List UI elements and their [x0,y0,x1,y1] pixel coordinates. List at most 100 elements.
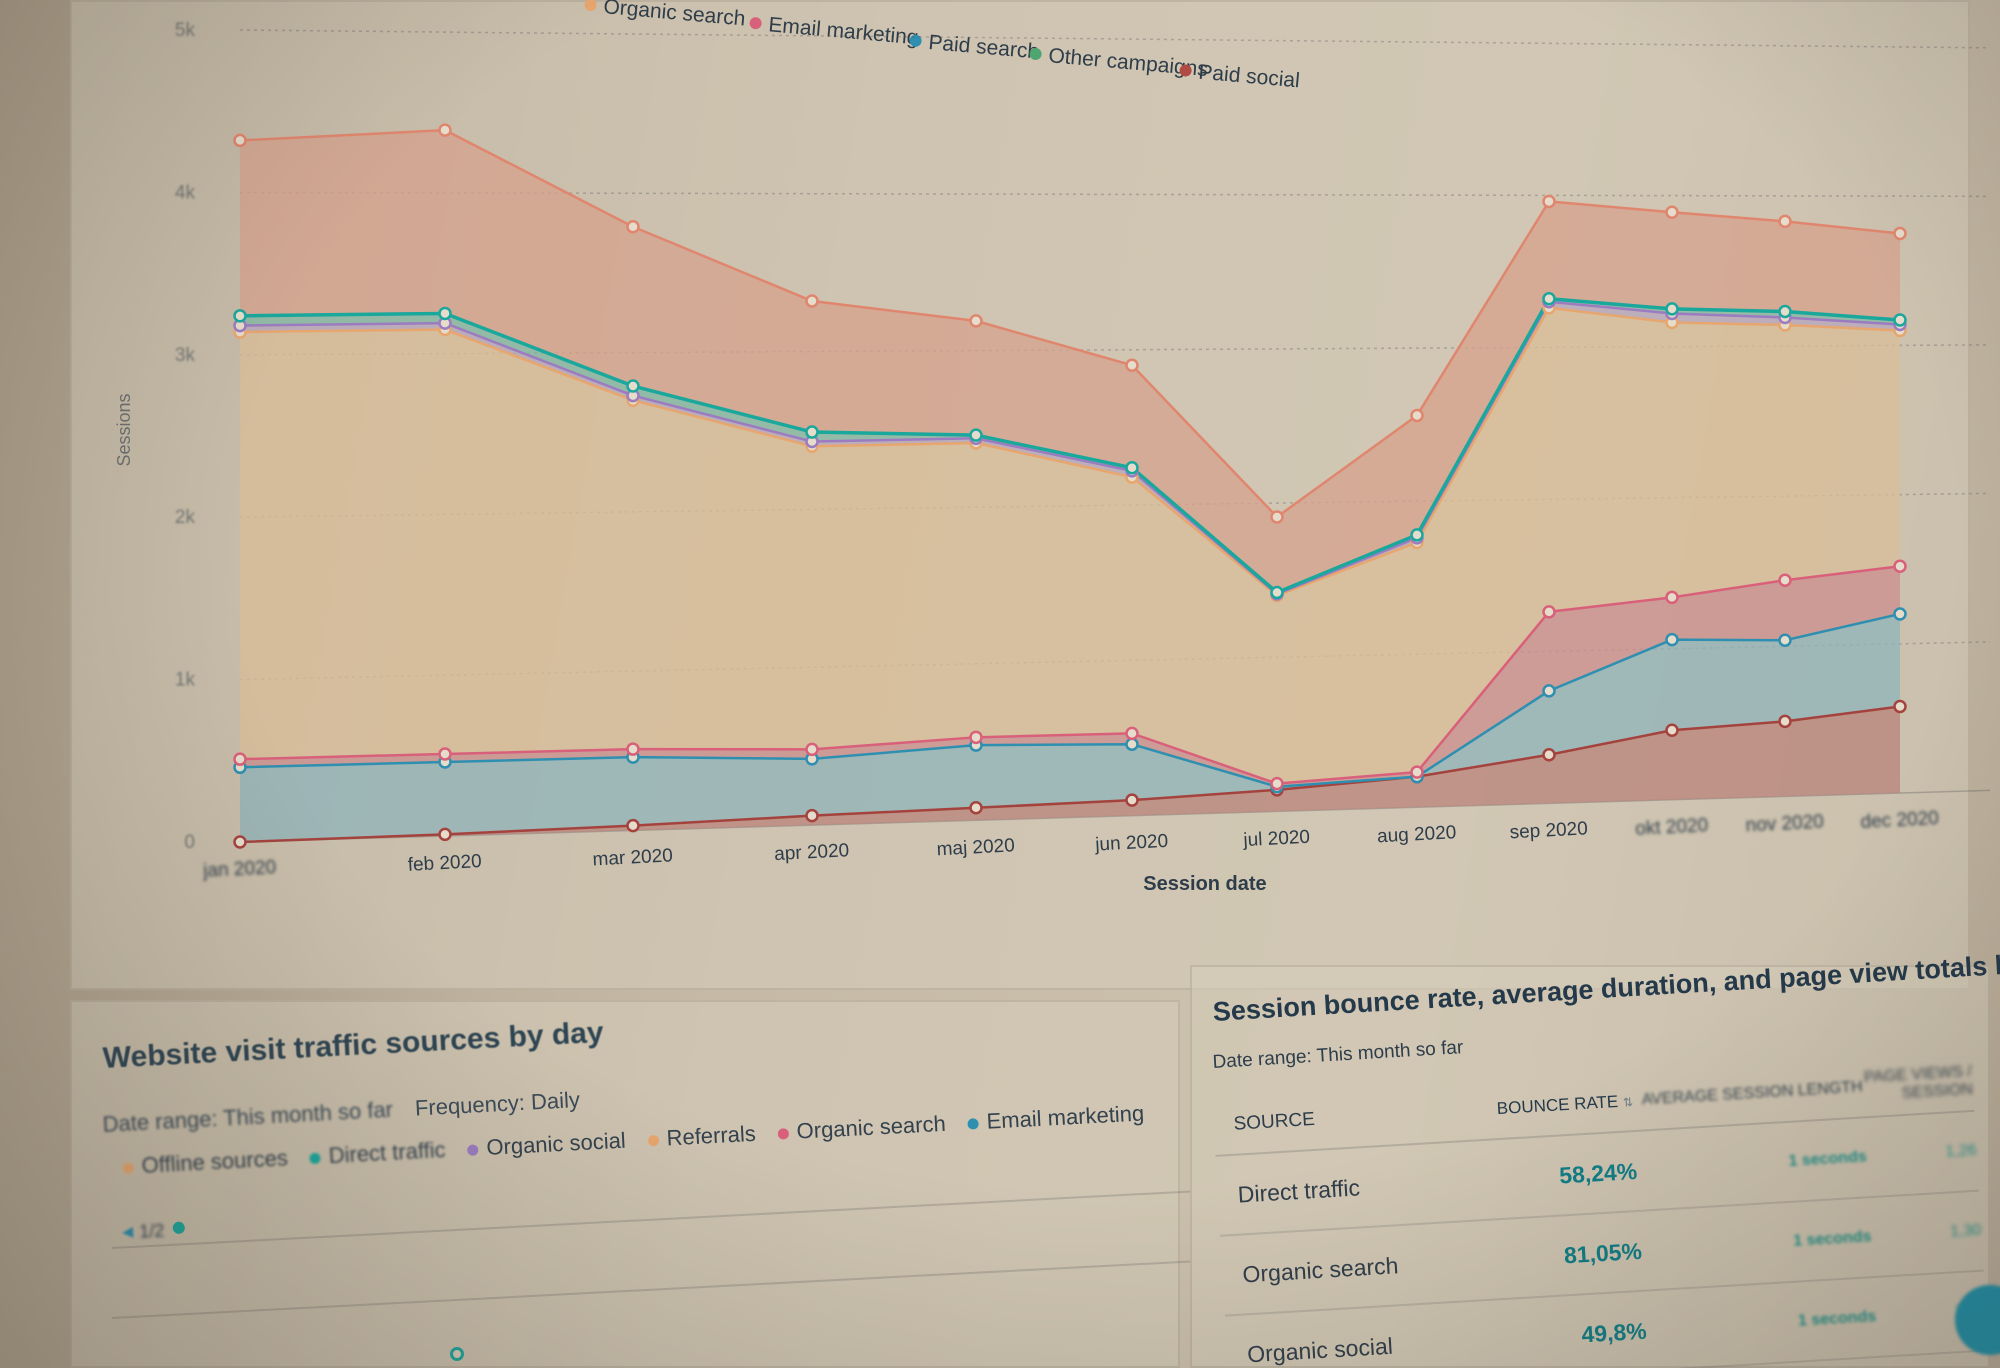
data-point[interactable] [626,219,640,234]
column-header-source[interactable]: SOURCE [1233,1108,1316,1135]
y-axis-title: Sessions [114,393,134,466]
data-point[interactable] [1893,226,1907,241]
data-point[interactable] [1893,559,1907,573]
data-point[interactable] [805,294,819,308]
data-point[interactable] [1778,573,1792,587]
data-point[interactable] [233,835,247,849]
y-tick-label: 1k [175,670,196,691]
legend-item[interactable]: Email marketing [967,1100,1145,1135]
cell-pv: 1,26 [1944,1141,1978,1161]
line-offline-sources [239,128,1901,519]
legend-item[interactable]: Direct traffic [309,1137,446,1170]
legend-item[interactable]: Organic search [777,1111,946,1146]
legend-item[interactable]: Paid search [909,29,1040,64]
area-paid-search [240,613,1900,842]
legend-item[interactable]: Referrals [647,1121,756,1153]
data-point[interactable] [1125,726,1139,741]
data-point[interactable] [438,747,452,761]
area-offline-sources [240,130,1900,593]
data-point[interactable] [1410,765,1424,779]
legend-item[interactable]: Other campaigns [1029,42,1209,81]
data-point[interactable] [450,1347,464,1361]
data-point[interactable] [1778,633,1792,648]
data-point[interactable] [1778,214,1792,229]
chevron-right-icon[interactable]: ● [169,1210,188,1243]
column-header-bounce-rate[interactable]: BOUNCE RATE ⇅ [1496,1091,1634,1119]
data-point[interactable] [805,808,819,823]
legend-label: Email marketing [768,13,920,49]
data-point[interactable] [1270,585,1284,600]
chevron-left-icon[interactable]: ◂ [121,1218,134,1244]
data-point[interactable] [626,379,640,393]
data-point[interactable] [1893,699,1907,714]
line-organic-social [239,300,1901,596]
area-paid-social [240,706,1900,842]
legend-label: Organic search [603,0,747,31]
data-point[interactable] [1410,528,1424,542]
data-point[interactable] [969,801,983,815]
data-point[interactable] [1893,607,1907,621]
data-point[interactable] [1893,313,1907,327]
data-point[interactable] [1125,793,1139,807]
legend-item[interactable]: Organic social [467,1128,627,1162]
data-point[interactable] [1270,510,1284,524]
legend-dot-icon [749,17,762,30]
area-organic-search [240,307,1900,784]
data-point[interactable] [1270,776,1284,791]
x-tick-label: dec 2020 [1860,808,1939,833]
data-point[interactable] [1542,291,1556,306]
legend-label: Email marketing [985,1100,1145,1134]
legend-item[interactable]: Organic search [584,0,747,31]
grid-line [112,1260,1191,1319]
bounce-rate-table: SOURCE BOUNCE RATE ⇅ AVERAGE SESSION LEN… [1212,1051,1989,1368]
data-point[interactable] [1542,684,1556,698]
data-point[interactable] [969,314,983,328]
data-point[interactable] [1410,408,1424,423]
column-header-page-views[interactable]: PAGE VIEWS / SESSION [1863,1062,1974,1103]
legend-item[interactable]: Email marketing [749,12,920,50]
data-point[interactable] [438,827,452,842]
cell-avg: 1 seconds [1788,1148,1868,1170]
frequency[interactable]: Frequency: Daily [414,1086,581,1121]
data-point[interactable] [1665,590,1679,605]
data-point[interactable] [1665,723,1679,738]
data-point[interactable] [805,425,819,439]
legend-dot-icon [584,0,597,12]
legend-item[interactable]: Offline sources [122,1145,288,1180]
line-other-campaigns [239,296,1901,595]
data-point[interactable] [626,818,640,833]
data-point[interactable] [1542,605,1556,619]
data-point[interactable] [1665,632,1679,647]
y-tick-label: 3k [175,345,196,366]
data-point[interactable] [1542,747,1556,762]
data-point[interactable] [969,730,983,745]
x-tick-label: okt 2020 [1635,815,1709,840]
legend-label: Paid search [928,31,1040,64]
data-point[interactable] [1125,461,1139,475]
data-point[interactable] [626,742,640,756]
data-point[interactable] [233,752,247,766]
legend-pagination[interactable]: ◂ 1/2 ● [121,1210,188,1245]
data-point[interactable] [1665,302,1679,316]
data-point[interactable] [1665,205,1679,219]
data-point[interactable] [1125,737,1139,751]
x-tick-label: aug 2020 [1377,822,1457,847]
data-point[interactable] [438,306,452,321]
data-point[interactable] [805,742,819,757]
data-point[interactable] [1125,358,1139,373]
data-point[interactable] [1778,714,1792,729]
data-point[interactable] [1778,304,1792,319]
bounce-rate-panel: Session bounce rate, average duration, a… [1190,943,2000,1368]
data-point[interactable] [969,428,983,442]
panel-title: Website visit traffic sources by day [102,1015,605,1075]
legend-label: Organic social [485,1127,627,1160]
sessions-area-chart: Organic search Email marketing Paid search… [114,0,1991,895]
data-point[interactable] [233,133,247,148]
data-point[interactable] [1542,194,1556,209]
date-range: Date range: This month so far [1212,1037,1464,1073]
data-point[interactable] [438,123,452,137]
cell-avg: 1 seconds [1792,1228,1872,1250]
data-point[interactable] [233,309,247,323]
column-header-average-session-length[interactable]: AVERAGE SESSION LENGTH [1641,1078,1864,1109]
